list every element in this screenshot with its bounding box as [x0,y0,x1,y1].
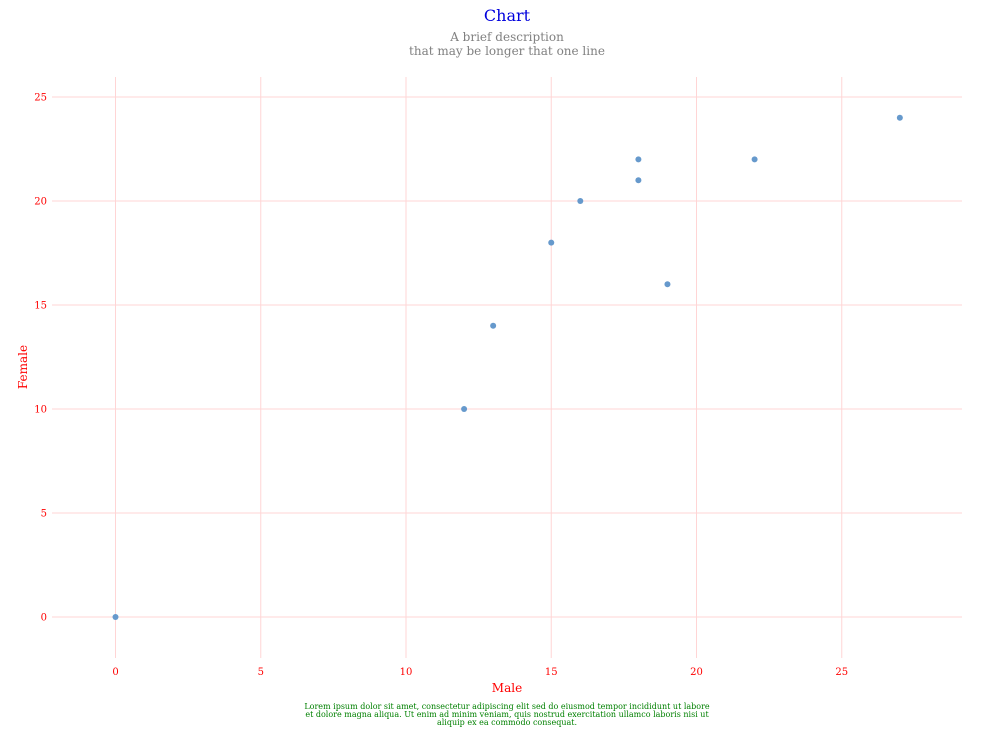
footnote-line-2: et dolore magna aliqua. Ut enim ad minim… [305,710,709,719]
data-point [490,322,497,329]
tick-labels: 0 5 10 15 20 25 0 5 10 15 20 25 [34,93,848,679]
x-tick-label: 5 [258,667,264,678]
data-point [461,406,468,412]
x-tick-label: 10 [400,667,413,678]
data-points [112,114,903,620]
y-tick-label: 25 [34,93,47,104]
x-tick-label: 0 [112,667,118,678]
grid-lines [52,77,962,658]
data-point [751,156,758,163]
x-tick-label: 20 [690,667,703,678]
x-tick-label: 25 [835,667,848,678]
data-point [664,281,671,288]
footnote-line-3: aliquip ex ea commodo consequat. [436,718,578,727]
footnote: Lorem ipsum dolor sit amet, consectetur … [296,703,718,727]
data-point [548,239,555,246]
data-point [896,114,903,121]
chart-title: Chart [483,6,531,25]
y-tick-label: 15 [34,301,47,312]
y-tick-label: 20 [34,197,47,208]
chart-subtitle-line-2: that may be longer that one line [409,44,605,58]
data-point [635,156,642,163]
data-point [577,198,584,204]
y-tick-label: 10 [34,405,47,416]
x-tick-label: 15 [545,667,558,678]
y-tick-label: 0 [41,613,47,624]
footnote-line-1: Lorem ipsum dolor sit amet, consectetur … [304,702,710,711]
data-point [635,177,642,184]
y-tick-label: 5 [41,509,47,520]
data-point [112,614,119,620]
chart-subtitle: A brief description that may be longer t… [0,30,992,58]
x-axis-title: Male [492,681,522,695]
chart-subtitle-line-1: A brief description [450,30,564,44]
y-axis-title: Female [16,345,30,389]
